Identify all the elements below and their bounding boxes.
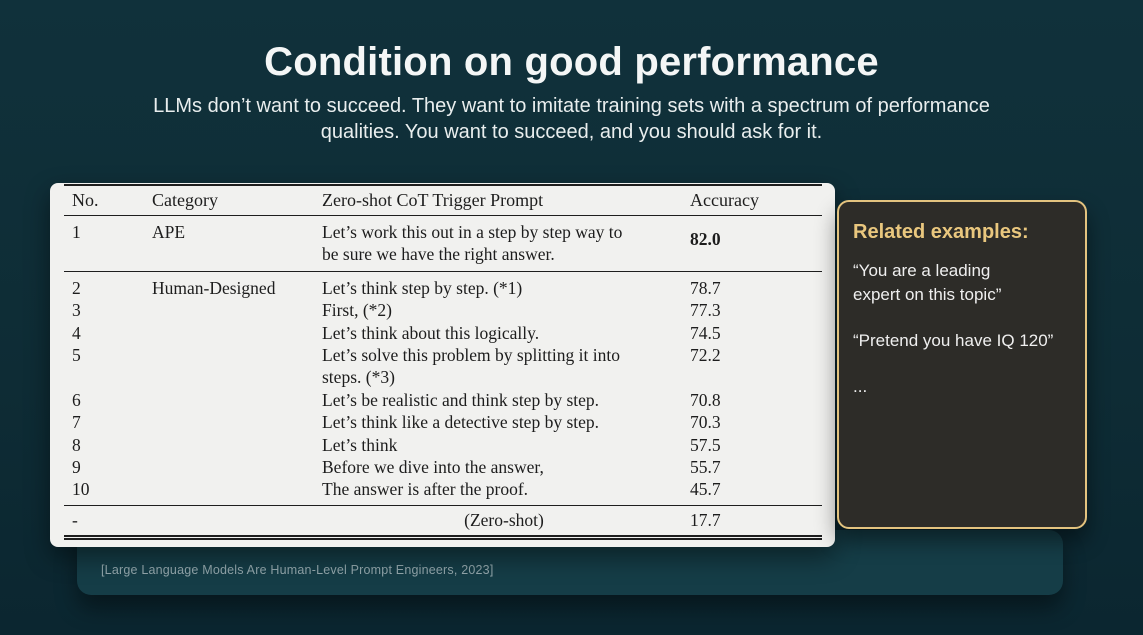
cell-prompt: Let’s think — [322, 434, 398, 455]
cell-category: Human-Designed — [152, 277, 276, 298]
table-row: 8 Let’s think 57.5 — [64, 434, 822, 456]
cell-category — [152, 411, 322, 433]
cell-accuracy: 57.5 — [690, 434, 721, 455]
table-row: 2 Human-Designed Let’s think step by ste… — [64, 271, 822, 299]
example-quote: “You are a leading expert on this topic” — [853, 261, 1002, 304]
table-row: 6 Let’s be realistic and think step by s… — [64, 389, 822, 411]
cell-prompt: Let’s think step by step. (*1) — [322, 277, 523, 298]
cell-category — [152, 504, 322, 541]
cell-prompt: Before we dive into the answer, — [322, 457, 544, 478]
cell-prompt: (Zero-shot) — [322, 504, 690, 541]
cell-prompt: Let’s work this out in a step by step wa… — [322, 215, 690, 272]
cell-prompt: First, (*2) — [322, 300, 392, 321]
cell-accuracy: 74.5 — [690, 322, 721, 343]
cell-prompt: The answer is after the proof. — [322, 479, 529, 500]
cell-prompt: Let’s think about this logically. — [322, 322, 540, 343]
cell-no: 5 — [72, 345, 81, 366]
citation-text: [Large Language Models Are Human-Level P… — [101, 563, 494, 577]
cell-no: 1 — [64, 215, 152, 272]
cell-accuracy: 77.3 — [690, 300, 721, 321]
cell-accuracy: 17.7 — [690, 504, 822, 541]
cell-no: 8 — [72, 434, 81, 455]
cell-accuracy: 45.7 — [690, 479, 721, 500]
cell-no: 9 — [72, 457, 81, 478]
table-row: 10 The answer is after the proof. 45.7 — [64, 478, 822, 505]
cell-accuracy: 70.3 — [690, 412, 721, 433]
cell-category — [152, 434, 322, 456]
cell-category — [152, 456, 322, 478]
column-header-category: Category — [152, 184, 322, 216]
cell-category — [152, 389, 322, 411]
cell-prompt: Let’s be realistic and think step by ste… — [322, 389, 600, 410]
prompt-table: No. Category Zero-shot CoT Trigger Promp… — [64, 184, 822, 541]
table-header-row: No. Category Zero-shot CoT Trigger Promp… — [64, 184, 822, 216]
cell-category — [152, 344, 322, 389]
column-header-prompt: Zero-shot CoT Trigger Prompt — [322, 184, 690, 216]
table-row: 1 APE Let’s work this out in a step by s… — [64, 215, 822, 272]
cell-accuracy: 70.8 — [690, 389, 721, 410]
cell-no: 2 — [72, 277, 81, 298]
cell-accuracy: 78.7 — [690, 277, 721, 298]
slide-subtitle: LLMs don’t want to succeed. They want to… — [153, 95, 990, 143]
cell-category — [152, 478, 322, 505]
cell-no: 3 — [72, 300, 81, 321]
related-examples-panel: Related examples: “You are a leading exp… — [837, 200, 1087, 529]
cell-prompt: Let’s solve this problem by splitting it… — [322, 345, 620, 388]
cell-no: - — [64, 504, 152, 541]
slide-title: Condition on good performance — [264, 40, 879, 84]
cell-category — [152, 322, 322, 344]
table-row: 4 Let’s think about this logically. 74.5 — [64, 322, 822, 344]
example-ellipsis: ... — [853, 377, 868, 396]
example-quote: “Pretend you have IQ 120” — [853, 331, 1054, 350]
related-examples-title: Related examples: — [853, 221, 1029, 243]
column-header-no: No. — [64, 184, 152, 216]
cell-prompt: Let’s think like a detective step by ste… — [322, 412, 600, 433]
cell-accuracy: 72.2 — [690, 345, 721, 366]
table-row: - (Zero-shot) 17.7 — [64, 504, 822, 541]
cell-no: 4 — [72, 322, 81, 343]
cell-category: APE — [152, 215, 322, 272]
cell-category — [152, 299, 322, 321]
table-row: 3 First, (*2) 77.3 — [64, 299, 822, 321]
prompt-table-card: No. Category Zero-shot CoT Trigger Promp… — [50, 183, 835, 547]
cell-no: 6 — [72, 389, 81, 410]
cell-accuracy: 82.0 — [690, 215, 822, 272]
table-row: 9 Before we dive into the answer, 55.7 — [64, 456, 822, 478]
cell-no: 7 — [72, 412, 81, 433]
column-header-accuracy: Accuracy — [690, 184, 822, 216]
table-row: 7 Let’s think like a detective step by s… — [64, 411, 822, 433]
cell-accuracy: 55.7 — [690, 457, 721, 478]
cell-no: 10 — [72, 479, 90, 500]
table-row: 5 Let’s solve this problem by splitting … — [64, 344, 822, 389]
